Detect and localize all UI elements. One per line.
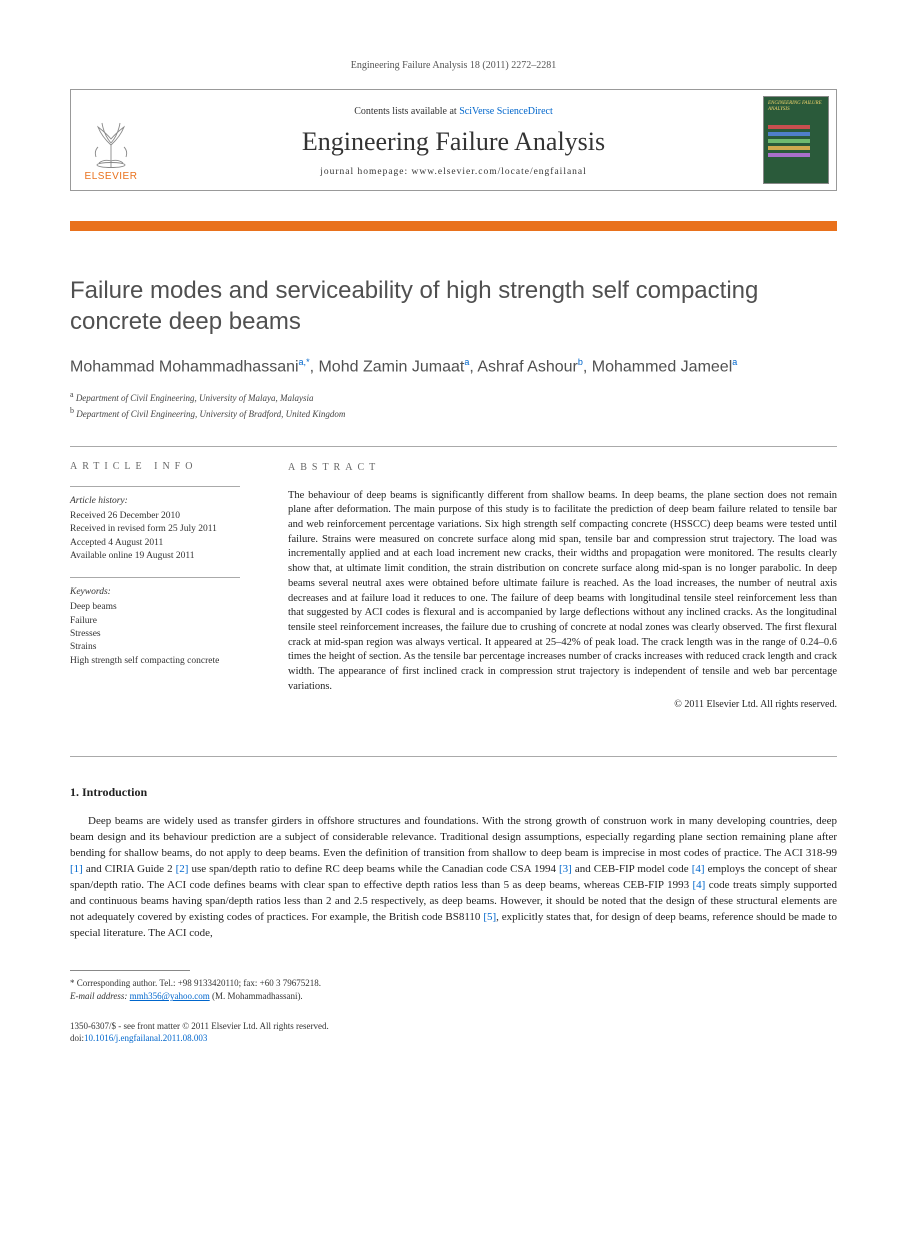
keyword-item: High strength self compacting concrete: [70, 655, 256, 668]
abstract-copyright: © 2011 Elsevier Ltd. All rights reserved…: [288, 698, 837, 712]
ref-link-4a[interactable]: [4]: [692, 863, 705, 875]
cover-bars: [768, 125, 810, 160]
abstract-column: ABSTRACT The behaviour of deep beams is …: [270, 447, 837, 727]
history-label: Article history:: [70, 495, 256, 508]
history-item: Accepted 4 August 2011: [70, 537, 256, 550]
publisher-logo-block: ELSEVIER: [71, 90, 151, 190]
email-label: E-mail address:: [70, 991, 130, 1001]
cover-bar: [768, 153, 810, 157]
ref-link-5[interactable]: [5]: [483, 911, 496, 923]
cover-thumb-block: ENGINEERING FAILURE ANALYSIS: [756, 90, 836, 190]
keyword-item: Strains: [70, 641, 256, 654]
author-1-affil: a,*: [299, 357, 310, 367]
cover-bar: [768, 125, 810, 129]
history-list: Received 26 December 2010Received in rev…: [70, 510, 256, 563]
ref-link-4b[interactable]: [4]: [693, 879, 706, 891]
journal-header: ELSEVIER Contents lists available at Sci…: [70, 89, 837, 191]
ref-link-3[interactable]: [3]: [559, 863, 572, 875]
abstract-heading: ABSTRACT: [288, 461, 837, 475]
keywords-list: Deep beamsFailureStressesStrainsHigh str…: [70, 601, 256, 667]
history-item: Received in revised form 25 July 2011: [70, 523, 256, 536]
authors-line: Mohammad Mohammadhassania,*, Mohd Zamin …: [70, 357, 837, 376]
journal-reference: Engineering Failure Analysis 18 (2011) 2…: [70, 60, 837, 71]
article-history-block: Article history: Received 26 December 20…: [70, 495, 256, 563]
cover-bar: [768, 139, 810, 143]
abstract-text: The behaviour of deep beams is significa…: [288, 489, 837, 695]
history-item: Received 26 December 2010: [70, 510, 256, 523]
journal-homepage: journal homepage: www.elsevier.com/locat…: [159, 167, 748, 177]
footnote-rule: [70, 970, 190, 971]
contents-line: Contents lists available at SciVerse Sci…: [159, 106, 748, 117]
keyword-item: Deep beams: [70, 601, 256, 614]
orange-divider: [70, 221, 837, 231]
elsevier-tree-icon: [84, 115, 138, 169]
keywords-block: Keywords: Deep beamsFailureStressesStrai…: [70, 586, 256, 668]
journal-cover-thumbnail: ENGINEERING FAILURE ANALYSIS: [763, 96, 829, 184]
affiliation-text: Department of Civil Engineering, Univers…: [74, 409, 345, 419]
intro-paragraph-1: Deep beams are widely used as transfer g…: [70, 814, 837, 942]
article-title: Failure modes and serviceability of high…: [70, 275, 837, 337]
article-info-column: ARTICLE INFO Article history: Received 2…: [70, 447, 270, 727]
ref-link-2[interactable]: [2]: [176, 863, 189, 875]
cover-bar: [768, 146, 810, 150]
journal-name: Engineering Failure Analysis: [159, 127, 748, 157]
section-divider: [70, 756, 837, 757]
copyright-doi-block: 1350-6307/$ - see front matter © 2011 El…: [70, 1020, 837, 1045]
author-1: Mohammad Mohammadhassani: [70, 359, 299, 376]
email-link[interactable]: mmh356@yahoo.com: [130, 991, 210, 1001]
elsevier-label: ELSEVIER: [85, 171, 138, 182]
affiliations: a Department of Civil Engineering, Unive…: [70, 389, 837, 422]
info-abstract-row: ARTICLE INFO Article history: Received 2…: [70, 446, 837, 727]
affiliation-line: b Department of Civil Engineering, Unive…: [70, 405, 837, 422]
info-divider-2: [70, 577, 240, 578]
contents-prefix: Contents lists available at: [354, 106, 459, 117]
author-3: Ashraf Ashour: [477, 359, 578, 376]
doi-line: doi:10.1016/j.engfailanal.2011.08.003: [70, 1032, 837, 1045]
email-line: E-mail address: mmh356@yahoo.com (M. Moh…: [70, 990, 837, 1004]
cover-title: ENGINEERING FAILURE ANALYSIS: [768, 101, 824, 112]
affiliation-text: Department of Civil Engineering, Univers…: [74, 393, 314, 403]
author-4: Mohammed Jameel: [592, 359, 733, 376]
keyword-item: Stresses: [70, 628, 256, 641]
copyright-line: 1350-6307/$ - see front matter © 2011 El…: [70, 1020, 837, 1033]
ref-link-1[interactable]: [1]: [70, 863, 83, 875]
corresponding-author-footnote: * Corresponding author. Tel.: +98 913342…: [70, 977, 837, 1004]
header-center: Contents lists available at SciVerse Sci…: [151, 90, 756, 190]
author-4-affil: a: [732, 357, 737, 367]
keyword-item: Failure: [70, 615, 256, 628]
doi-link[interactable]: 10.1016/j.engfailanal.2011.08.003: [84, 1033, 207, 1043]
corr-author-line: * Corresponding author. Tel.: +98 913342…: [70, 977, 837, 991]
affiliation-line: a Department of Civil Engineering, Unive…: [70, 389, 837, 406]
author-2: Mohd Zamin Jumaat: [318, 359, 464, 376]
section-1-heading: 1. Introduction: [70, 785, 837, 800]
sciencedirect-link[interactable]: SciVerse ScienceDirect: [459, 106, 553, 117]
cover-bar: [768, 132, 810, 136]
keywords-label: Keywords:: [70, 586, 256, 599]
history-item: Available online 19 August 2011: [70, 550, 256, 563]
info-divider: [70, 486, 240, 487]
article-info-heading: ARTICLE INFO: [70, 461, 256, 472]
page: Engineering Failure Analysis 18 (2011) 2…: [0, 0, 907, 1085]
